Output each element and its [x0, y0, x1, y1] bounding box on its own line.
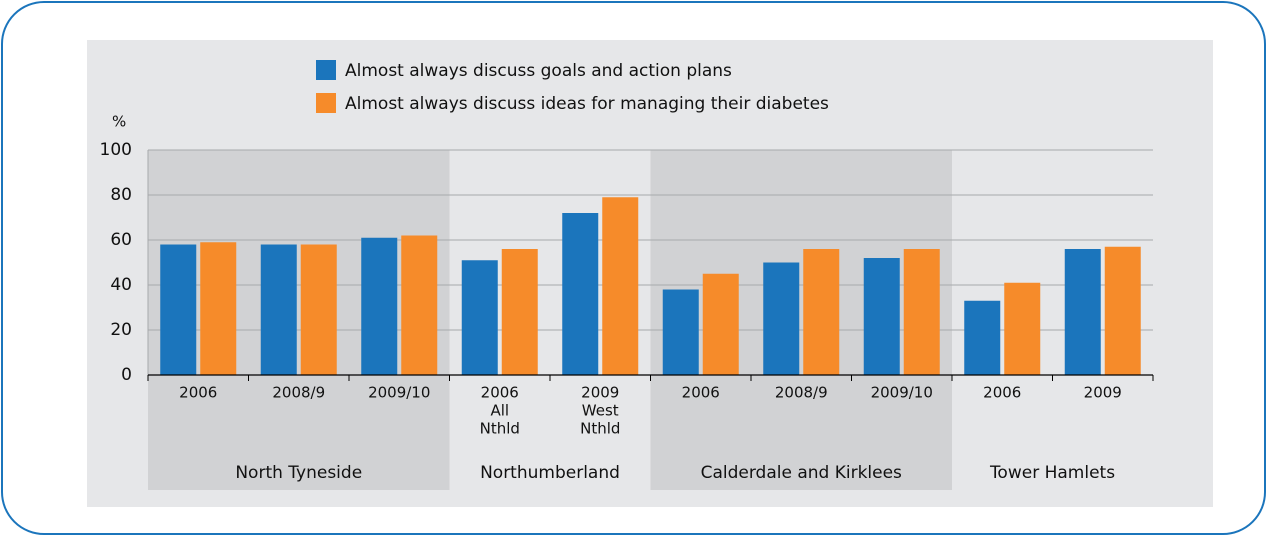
- y-tick-label: 80: [110, 185, 132, 205]
- bar: [903, 249, 940, 375]
- bar: [863, 258, 900, 375]
- legend: Almost always discuss goals and action p…: [316, 60, 829, 114]
- x-tick-label: 2009: [581, 384, 619, 402]
- bar: [662, 289, 699, 375]
- y-tick-label: 20: [110, 320, 132, 340]
- x-tick-label: 2006: [179, 384, 217, 402]
- x-tick-label: 2006: [983, 384, 1021, 402]
- x-tick-label: 2008/9: [272, 384, 325, 402]
- group-label: Calderdale and Kirklees: [701, 463, 902, 483]
- x-tick-label: 2009/10: [871, 384, 933, 402]
- x-tick-label: All: [490, 402, 509, 420]
- bar: [461, 260, 498, 375]
- x-tick-label: West: [582, 402, 619, 420]
- x-tick-label: Nthld: [580, 420, 620, 438]
- legend-swatch: [316, 60, 336, 80]
- bar: [260, 244, 297, 375]
- bar: [562, 213, 599, 375]
- x-tick-label: 2009/10: [368, 384, 430, 402]
- bar: [401, 235, 438, 375]
- x-tick-label: 2006: [481, 384, 519, 402]
- x-tick-label: 2009: [1084, 384, 1122, 402]
- y-axis-label: %: [112, 113, 126, 131]
- bar: [361, 237, 398, 375]
- bar: [964, 300, 1001, 375]
- legend-label: Almost always discuss ideas for managing…: [345, 94, 829, 114]
- bar: [160, 244, 197, 375]
- bar: [200, 242, 237, 375]
- bar: [1064, 249, 1101, 375]
- bar: [763, 262, 800, 375]
- y-tick-label: 0: [121, 365, 132, 385]
- group-band: [148, 150, 450, 490]
- x-tick-label: 2008/9: [775, 384, 828, 402]
- group-label: Northumberland: [480, 463, 620, 483]
- group-band: [650, 150, 952, 490]
- bar: [501, 249, 538, 375]
- bar: [1004, 282, 1041, 375]
- bar: [602, 197, 639, 375]
- y-tick-label: 40: [110, 275, 132, 295]
- y-tick-label: 60: [110, 230, 132, 250]
- x-tick-label: 2006: [682, 384, 720, 402]
- bar: [702, 273, 739, 375]
- x-tick-label: Nthld: [480, 420, 520, 438]
- bar: [803, 249, 840, 375]
- bar: [300, 244, 337, 375]
- group-label: Tower Hamlets: [989, 463, 1115, 483]
- legend-label: Almost always discuss goals and action p…: [345, 61, 732, 81]
- group-label: North Tyneside: [235, 463, 362, 483]
- y-tick-label: 100: [100, 140, 132, 160]
- legend-swatch: [316, 93, 336, 113]
- bar: [1104, 246, 1141, 375]
